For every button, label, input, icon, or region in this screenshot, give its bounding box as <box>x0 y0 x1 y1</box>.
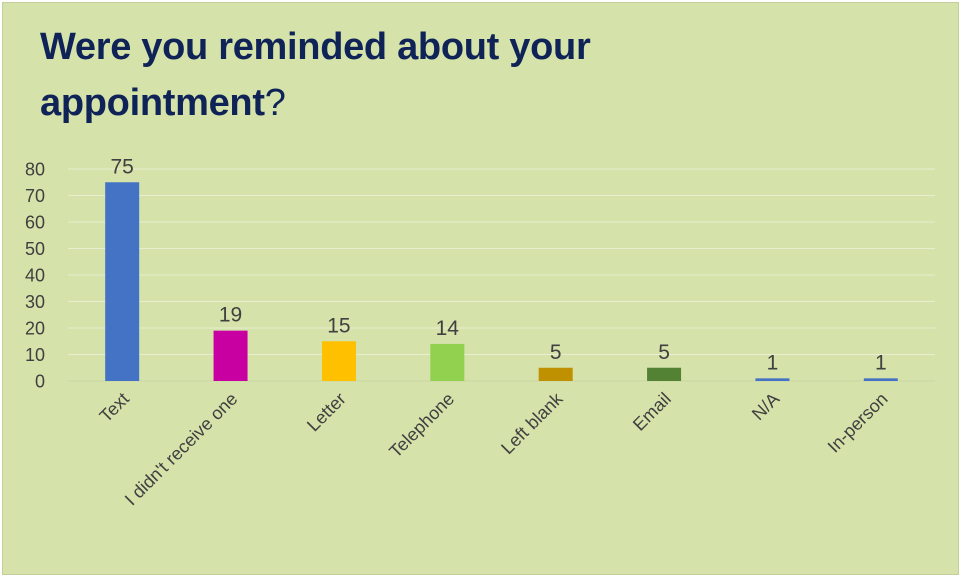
y-tick-label: 40 <box>25 266 45 286</box>
x-tick-label: Telephone <box>385 389 458 462</box>
y-tick-label: 50 <box>25 239 45 259</box>
bar <box>321 341 356 381</box>
data-label: 15 <box>327 314 350 337</box>
data-label: 5 <box>550 341 562 364</box>
bar <box>755 378 790 381</box>
y-tick-label: 80 <box>25 160 45 180</box>
y-tick-label: 60 <box>25 213 45 233</box>
bar <box>538 367 573 381</box>
gridlines <box>68 168 935 382</box>
x-tick-label: Text <box>96 389 133 426</box>
chart-title-suffix: ? <box>264 82 286 124</box>
bars <box>105 182 898 381</box>
chart-title-text: Were you reminded about your appointment <box>40 26 591 124</box>
chart-title: Were you reminded about your appointment… <box>40 19 760 131</box>
y-tick-label: 10 <box>25 345 45 365</box>
data-labels: 75 19 15 14 5 5 1 1 <box>111 155 887 374</box>
x-tick-label: Left blank <box>497 388 567 458</box>
data-label: 5 <box>658 341 670 364</box>
x-tick-label: In-person <box>824 389 892 457</box>
y-tick-label: 30 <box>25 292 45 312</box>
data-label: 19 <box>219 304 242 327</box>
x-tick-label: I didn't receive one <box>121 389 242 510</box>
data-label: 1 <box>767 351 779 374</box>
bar <box>213 330 248 381</box>
data-label: 75 <box>111 155 134 178</box>
x-tick-label: Letter <box>303 389 350 436</box>
y-tick-label: 70 <box>25 186 45 206</box>
bar <box>863 378 898 381</box>
y-tick-label: 20 <box>25 319 45 339</box>
x-tick-label: N/A <box>748 389 783 424</box>
bar <box>430 343 465 381</box>
bar <box>647 367 682 381</box>
data-label: 1 <box>875 351 887 374</box>
y-axis-ticks: 0 10 20 30 40 50 60 70 80 <box>25 160 45 392</box>
bar <box>105 182 140 381</box>
y-tick-label: 0 <box>35 372 45 392</box>
data-label: 14 <box>436 317 460 340</box>
x-tick-label: Email <box>629 389 675 435</box>
